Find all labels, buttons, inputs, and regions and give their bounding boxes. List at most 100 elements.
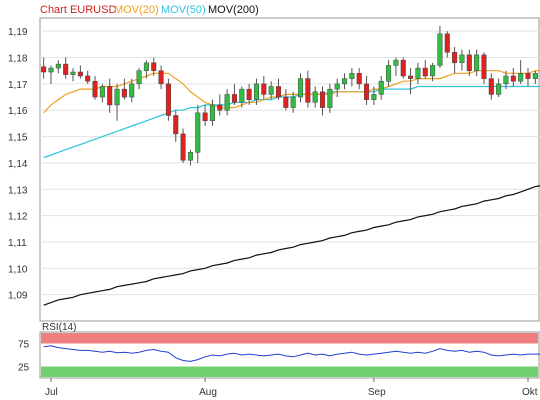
candle-body [121,88,127,98]
candle-body [253,83,260,100]
candle [275,78,282,100]
candle [422,60,428,79]
candle [378,75,384,100]
candle [525,68,531,87]
candle [334,78,340,98]
mov200-series [43,185,540,306]
candle-body [261,83,267,95]
price-y-axis: 1,09 1,10 1,11 1,12 1,13 1,14 1,15 1,16 1,17 1,18… [8,27,28,301]
candle-body [180,133,186,161]
candle-body [195,112,201,153]
candle-body [386,65,392,82]
price-y-tick-label-9: 1,18 [8,54,28,65]
candle [496,78,502,98]
candle-body [503,75,509,85]
candle [268,81,274,100]
candle-body [400,59,406,77]
candle [158,65,164,90]
candle [209,99,215,127]
candle [466,49,472,76]
candle-body [63,63,69,75]
rsi-y-tick-label-1: 25 [18,363,30,374]
candle-body [364,83,370,100]
legend: Chart EURUSD MOV(20) MOV(50) MOV(200) [40,4,259,16]
x-tick-label-0: Jul [45,387,58,398]
rsi-series [43,345,540,362]
legend-mov200: MOV(200) [208,4,259,16]
candle [195,104,201,163]
candle [408,68,414,95]
candle-body [430,65,436,77]
candle-body [474,54,480,71]
candle-body [107,86,113,106]
candle [129,78,135,103]
candle [77,65,83,79]
candle-body [297,78,304,98]
candle-body [209,104,215,122]
candle [327,83,333,113]
candle [297,73,304,103]
candle [283,89,289,111]
price-y-tick-label-5: 1,14 [8,159,28,170]
candle-body [143,62,149,71]
x-tick-label-2: Sep [368,387,386,398]
price-y-tick-label-2: 1,11 [8,238,27,249]
candle-body [305,78,311,103]
candle [239,86,245,108]
rsi-oversold-zone [41,366,538,377]
candle [121,78,127,100]
candle [224,89,230,116]
candle [518,60,524,84]
candle-body [408,75,414,79]
chart-title: Chart EURUSD [40,4,116,16]
candle [393,57,399,76]
candle [437,25,443,69]
candle-body [239,88,245,103]
candle [481,52,487,84]
candle-body [151,62,157,71]
rsi-line [43,345,540,362]
candle-body [444,33,450,53]
candle-body [437,33,443,66]
candle [452,46,458,74]
candle [114,83,120,121]
candle-body [231,94,237,103]
candle-body [422,67,428,77]
candle [246,83,252,105]
rsi-y-tick-label-0: 75 [18,340,30,351]
candle [488,73,494,100]
candle-body [319,91,326,108]
candle [400,57,406,79]
rsi-overbought-zone [41,333,538,344]
mov200-line [43,185,540,306]
candle-body [393,59,399,66]
candle [165,78,171,121]
candle [342,73,348,90]
candle-body [496,83,502,95]
candle-body [165,83,171,116]
candle-body [532,73,538,79]
candle-body [41,66,47,73]
candle [371,86,377,105]
candle [231,83,237,105]
price-y-tick-label-3: 1,12 [8,212,28,223]
candle-body [48,67,54,73]
rsi-y-axis: 75 25 [18,340,30,374]
candle [99,83,105,103]
candle [85,70,91,84]
price-y-tick-label-6: 1,15 [8,133,28,144]
x-tick-label-3: Okt [522,387,538,398]
candle-body [246,88,252,100]
candle-body [481,54,487,79]
legend-mov50: MOV(50) [161,4,206,16]
candle [261,75,267,100]
candle-body [275,86,282,98]
candle-body [283,96,289,108]
candle-body [371,94,377,100]
candle-body [173,115,179,135]
candle [41,57,47,79]
rsi-label: RSI(14) [42,322,76,333]
candle [136,68,142,90]
candle-body [415,67,421,79]
